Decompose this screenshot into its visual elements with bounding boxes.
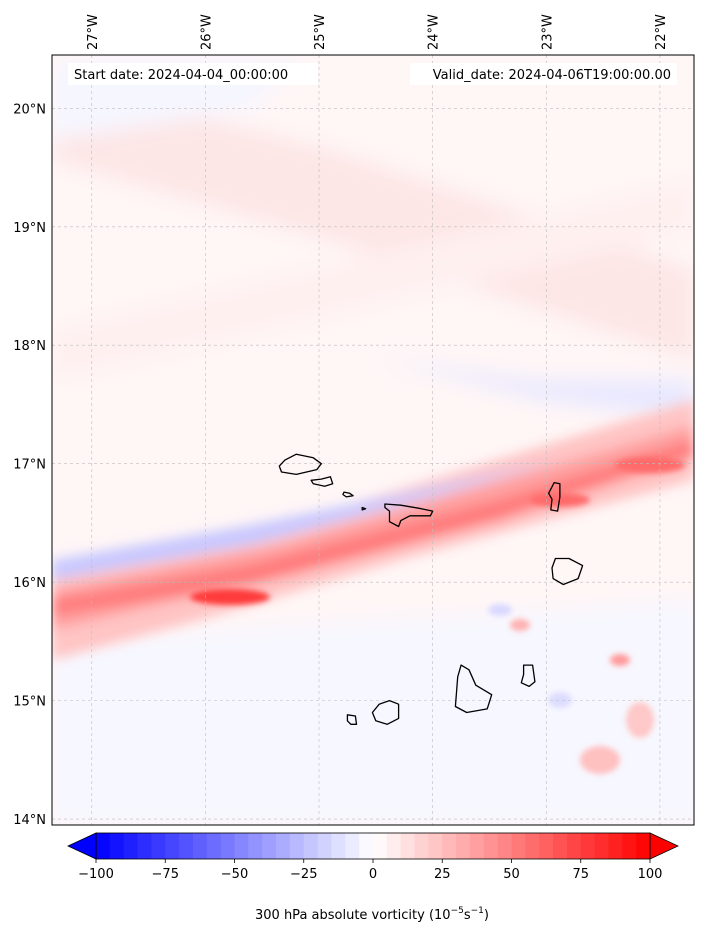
colorbar-swatch [594,833,610,859]
colorbar-swatch [165,833,180,859]
colorbar-swatch [511,833,526,859]
lat-tick-label: 16°N [13,576,46,591]
colorbar-label-exp2: −1 [471,906,484,916]
island-outline [520,664,536,688]
island-outline [346,714,358,725]
colorbar-swatch [359,833,374,859]
colorbar-swatch [386,833,402,859]
colorbar-swatch [345,833,360,859]
colorbar-swatch [400,833,416,859]
colorbar-tick-label: 0 [369,867,377,882]
colorbar-swatch [331,833,346,859]
colorbar-extend-low [67,832,97,860]
vorticity-core [190,457,685,774]
colorbar-swatch [206,833,222,859]
lat-tick-label: 15°N [13,695,46,710]
colorbar-tick-label: −50 [221,867,248,882]
colorbar-label-prefix: 300 hPa absolute vorticity (10 [255,908,451,923]
gridlines [52,55,694,825]
islands [278,453,584,725]
island-outline [371,699,400,725]
colorbar-swatch [276,833,291,859]
colorbar-swatch [566,833,582,859]
island-outline [547,481,561,512]
colorbar-swatch [248,833,263,859]
colorbar-swatch [137,833,152,859]
colorbar-swatch [580,833,596,859]
start-date-box [68,63,318,85]
lon-tick-label: 22°W [654,14,669,50]
lon-tick-label: 27°W [86,14,101,50]
colorbar-swatch [414,833,429,859]
latitude-tick-labels: 20°N 19°N 18°N 17°N 16°N 15°N 14°N [13,102,46,828]
colorbar-swatch [192,833,208,859]
colorbar-swatch [262,833,277,859]
map-frame [51,54,695,826]
colorbar-swatch [428,833,443,859]
colorbar-swatch [456,833,471,859]
colorbar-swatch [303,833,319,859]
lat-tick-label: 18°N [13,339,46,354]
colorbar-swatch [123,833,139,859]
colorbar-tick-label: −100 [78,867,114,882]
lat-tick-label: 14°N [13,813,46,828]
colorbar-swatch [525,833,540,859]
colorbar-swatch [608,833,623,859]
vorticity-field [52,55,694,825]
colorbar-swatch [317,833,333,859]
colorbar-swatch [373,833,388,859]
longitude-tick-labels: 27°W 26°W 25°W 24°W 23°W 22°W [86,14,669,50]
island-outline [454,664,493,714]
colorbar-swatch [636,833,651,859]
colorbar-swatch [289,833,305,859]
lon-tick-label: 24°W [427,14,442,50]
island-outline [310,476,334,487]
colorbar-tick-labels: −100 −75 −50 −25 0 25 50 75 100 [78,859,662,882]
island-outline [551,557,584,586]
lon-tick-label: 23°W [540,14,555,50]
colorbar-label-suffix: ) [484,908,489,923]
island-outline [361,506,367,511]
colorbar-tick-label: 25 [434,867,451,882]
colorbar-tick-label: −75 [152,867,179,882]
start-date-text: Start date: 2024-04-04_00:00:00 [74,68,288,83]
lon-tick-label: 25°W [313,14,328,50]
colorbar-swatch [109,833,125,859]
lat-tick-label: 20°N [13,102,46,117]
colorbar-swatch [483,833,499,859]
colorbar-swatch [469,833,485,859]
colorbar-swatch [220,833,236,859]
lat-tick-label: 19°N [13,221,46,236]
colorbar-tick-label: 50 [503,867,520,882]
colorbar-tick-label: 100 [638,867,663,882]
valid-date-text: Valid_date: 2024-04-06T19:00:00.00 [433,68,671,83]
colorbar-swatch [539,833,554,859]
island-outline [278,453,322,476]
colorbar-swatch [151,833,166,859]
colorbar-tick-label: 75 [572,867,589,882]
valid-date-box [410,63,677,85]
colorbar-swatch [622,833,637,859]
island-outline [342,491,354,498]
colorbar-swatch [96,833,111,859]
colorbar-swatch [179,833,194,859]
lon-tick-label: 26°W [199,14,214,50]
colorbar-swatch [497,833,513,859]
colorbar-tick-label: −25 [290,867,317,882]
colorbar-swatch [553,833,568,859]
colorbar-extend-high [649,832,679,860]
lat-tick-label: 17°N [13,458,46,473]
colorbar-swatch [234,833,249,859]
island-outline [384,503,434,528]
colorbar-swatch [442,833,457,859]
colorbar-label: 300 hPa absolute vorticity (10−5s−1) [255,906,489,923]
colorbar-label-exp1: −5 [451,906,464,916]
colorbar [67,832,679,860]
colorbar-label-mid: s [464,908,471,923]
